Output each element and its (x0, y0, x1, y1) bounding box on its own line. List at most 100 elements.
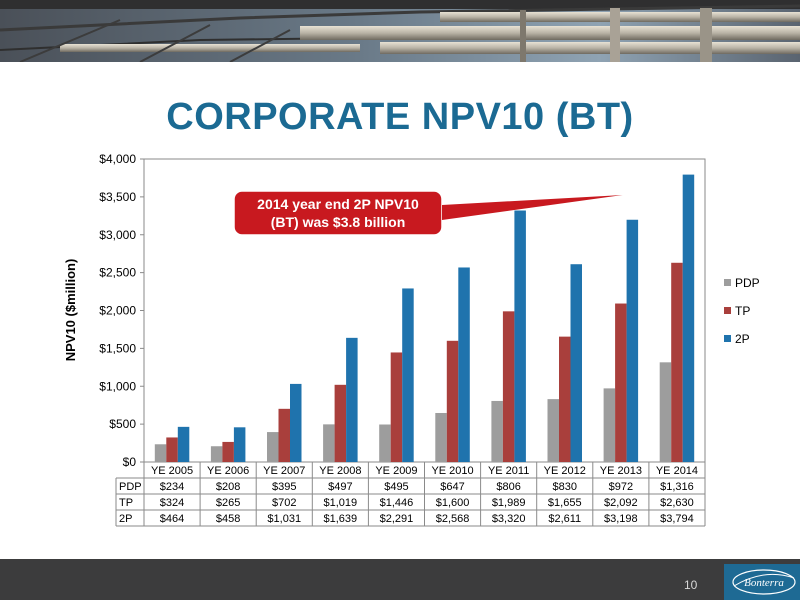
callout-line1: 2014 year end 2P NPV10 (257, 196, 419, 212)
bar-pdp (267, 432, 279, 462)
table-cell: $2,092 (604, 497, 638, 509)
table-cell: $1,019 (324, 497, 358, 509)
table-cell: $265 (216, 497, 240, 509)
table-cell: $395 (272, 481, 296, 493)
bar-pdp (154, 444, 167, 462)
table-cell: $497 (328, 481, 352, 493)
category-label: YE 2010 (431, 465, 473, 477)
table-cell: $495 (384, 481, 408, 493)
bar-2p (514, 210, 526, 462)
bar-2p (626, 219, 639, 462)
bar-2p (233, 427, 246, 462)
y-axis: $0 $500 $1,000 $1,500 $2,000 $2,500 $3,000 $3,5… (99, 152, 144, 469)
y-tick-label: $0 (123, 455, 137, 469)
y-tick-label: $1,500 (99, 341, 136, 355)
bar-tp (559, 336, 571, 462)
data-table: YE 2005 YE 2006 YE 2007 YE 2008 YE 2009 YE 20… (115, 462, 706, 527)
logo-wordmark: Bonterra (744, 577, 784, 589)
table-row-header: PDP (119, 481, 142, 493)
table-cell: $208 (216, 481, 240, 493)
table-row-header: TP (119, 497, 133, 509)
bar-tp (390, 352, 403, 462)
table-cell: $234 (160, 481, 184, 493)
page-number: 10 (684, 578, 698, 592)
bar-2p (177, 426, 190, 462)
slide-title: CORPORATE NPV10 (BT) (166, 96, 634, 138)
category-label: YE 2009 (375, 465, 417, 477)
category-label: YE 2014 (656, 465, 698, 477)
bar-2p (682, 174, 695, 463)
table-cell: $806 (496, 481, 520, 493)
legend-swatch-pdp (724, 279, 731, 286)
table-cell: $2,630 (660, 497, 694, 509)
y-tick-label: $4,000 (99, 152, 136, 166)
bar-tp (446, 340, 459, 462)
legend-swatch-2p (724, 335, 731, 342)
category-label: YE 2007 (263, 465, 305, 477)
legend: PDP TP 2P (724, 276, 760, 346)
legend-swatch-tp (724, 307, 731, 314)
category-label: YE 2011 (488, 465, 529, 477)
table-cell: $2,611 (548, 513, 581, 525)
bar-tp (166, 437, 178, 462)
bar-pdp (659, 362, 672, 462)
category-label: YE 2006 (207, 465, 249, 477)
bar-pdp (435, 412, 447, 462)
table-cell: $1,316 (660, 481, 694, 493)
bar-tp (278, 408, 290, 462)
bar-2p (458, 267, 470, 462)
table-cell: $3,198 (604, 513, 638, 525)
table-cell: $647 (440, 481, 464, 493)
table-cell: $1,600 (436, 497, 470, 509)
category-label: YE 2012 (544, 465, 586, 477)
category-label: YE 2013 (600, 465, 642, 477)
table-cell: $3,794 (660, 513, 694, 525)
table-cell: $972 (609, 481, 633, 493)
category-label: YE 2005 (151, 465, 193, 477)
bars (154, 174, 695, 463)
table-cell: $1,639 (324, 513, 358, 525)
table-row-header: 2P (119, 513, 132, 525)
y-tick-label: $1,000 (99, 379, 136, 393)
table-cell: $464 (160, 513, 184, 525)
bar-tp (334, 384, 347, 462)
bar-2p (570, 264, 582, 462)
callout-line2: (BT) was $3.8 billion (271, 214, 406, 230)
legend-label: 2P (735, 332, 750, 346)
y-tick-label: $2,500 (99, 266, 136, 280)
y-tick-label: $3,500 (99, 190, 136, 204)
callout-pointer (442, 195, 623, 220)
y-tick-label: $2,000 (99, 304, 136, 318)
legend-label: TP (735, 304, 750, 318)
bar-2p (402, 288, 414, 462)
table-cell: $458 (216, 513, 240, 525)
bar-pdp (379, 424, 391, 462)
table-cell: $1,655 (548, 497, 582, 509)
table-cell: $702 (272, 497, 296, 509)
bar-pdp (603, 388, 616, 462)
table-cell: $2,291 (380, 513, 414, 525)
bar-2p (290, 383, 302, 462)
bar-tp (615, 303, 627, 462)
table-cell: $3,320 (492, 513, 526, 525)
table-cell: $324 (160, 497, 184, 509)
table-cell: $1,446 (380, 497, 414, 509)
footer-bar (0, 559, 800, 600)
bar-pdp (210, 446, 223, 462)
table-cell: $1,989 (492, 497, 526, 509)
table-cell: $1,031 (267, 513, 301, 525)
header-banner-image (0, 0, 800, 62)
bar-tp (671, 262, 683, 462)
table-cell: $830 (553, 481, 577, 493)
legend-label: PDP (735, 276, 760, 290)
y-tick-label: $3,000 (99, 228, 136, 242)
bar-2p (346, 337, 358, 462)
bar-tp (222, 441, 234, 462)
y-tick-label: $500 (109, 417, 136, 431)
bar-pdp (491, 400, 503, 462)
y-axis-title: NPV10 ($million) (63, 259, 78, 362)
callout: 2014 year end 2P NPV10 (BT) was $3.8 bil… (233, 190, 443, 236)
bar-pdp (547, 399, 559, 462)
category-label: YE 2008 (319, 465, 361, 477)
company-logo: Bonterra (724, 564, 800, 600)
